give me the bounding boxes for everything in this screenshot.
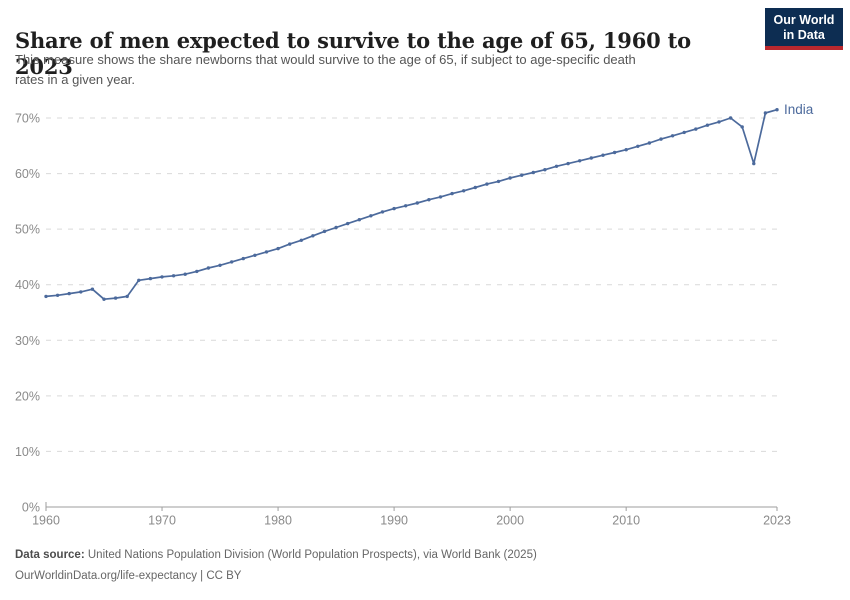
page-title: Share of men expected to survive to the … bbox=[15, 28, 691, 80]
subtitle-line-2: rates in a given year. bbox=[15, 71, 135, 87]
data-point-marker bbox=[334, 225, 338, 230]
data-point-marker bbox=[415, 201, 419, 205]
data-point-marker bbox=[462, 189, 466, 193]
data-point-marker bbox=[171, 274, 176, 278]
y-tick-label: 50% bbox=[15, 223, 40, 237]
data-point-marker bbox=[589, 156, 593, 160]
india-polyline bbox=[45, 108, 778, 301]
data-point-marker bbox=[578, 159, 582, 163]
data-point-marker bbox=[44, 294, 48, 299]
data-point-marker bbox=[508, 176, 512, 180]
data-point-marker bbox=[183, 272, 187, 276]
data-point-marker bbox=[90, 287, 95, 291]
chart-subtitle: This measure shows the share newborns th… bbox=[15, 50, 755, 89]
data-point-marker bbox=[659, 137, 663, 141]
data-point-marker bbox=[311, 234, 315, 238]
data-point-marker bbox=[763, 111, 768, 115]
license-line: OurWorldinData.org/life-expectancy | CC … bbox=[15, 569, 242, 582]
data-point-marker bbox=[392, 206, 396, 211]
x-tick-label: 2010 bbox=[612, 514, 640, 528]
data-point-marker bbox=[554, 164, 559, 168]
data-point-marker bbox=[647, 141, 652, 145]
india-line bbox=[44, 108, 779, 301]
data-point-marker bbox=[438, 195, 443, 199]
data-point-marker bbox=[137, 278, 141, 282]
y-tick-label: 40% bbox=[15, 278, 40, 292]
data-point-marker bbox=[195, 269, 199, 274]
data-point-marker bbox=[728, 116, 733, 120]
data-point-marker bbox=[253, 253, 257, 257]
subtitle-line-1: This measure shows the share newborns th… bbox=[15, 52, 636, 67]
data-point-marker bbox=[346, 221, 350, 226]
data-point-marker bbox=[369, 214, 373, 218]
y-tick-label: 10% bbox=[15, 445, 40, 459]
data-point-marker bbox=[230, 260, 234, 264]
data-point-marker bbox=[705, 123, 710, 127]
x-tick-label: 1960 bbox=[32, 514, 60, 528]
data-point-marker bbox=[624, 148, 628, 152]
y-tick-label: 30% bbox=[15, 334, 40, 348]
data-point-marker bbox=[264, 250, 269, 254]
data-point-marker bbox=[322, 229, 327, 234]
owid-logo-line2: in Data bbox=[783, 28, 825, 42]
chart-footer: Data source: United Nations Population D… bbox=[15, 545, 835, 586]
data-point-marker bbox=[636, 144, 640, 148]
y-tick-label: 0% bbox=[22, 501, 40, 515]
data-point-marker bbox=[740, 125, 744, 129]
data-point-marker bbox=[288, 242, 292, 246]
data-point-marker bbox=[160, 275, 164, 279]
data-point-marker bbox=[694, 127, 698, 131]
x-tick-label: 1970 bbox=[148, 514, 176, 528]
data-point-marker bbox=[752, 161, 756, 166]
x-tick-label: 1980 bbox=[264, 514, 292, 528]
data-point-marker bbox=[102, 297, 106, 301]
data-point-marker bbox=[55, 293, 60, 297]
data-point-marker bbox=[775, 108, 779, 112]
data-point-marker bbox=[473, 185, 477, 190]
data-point-marker bbox=[496, 179, 501, 184]
data-point-marker bbox=[427, 198, 431, 202]
data-point-marker bbox=[543, 168, 547, 172]
owid-logo-line1: Our World bbox=[773, 13, 835, 27]
y-gridlines bbox=[46, 117, 778, 452]
data-point-marker bbox=[520, 173, 524, 177]
data-point-marker bbox=[125, 294, 129, 299]
data-point-marker bbox=[612, 150, 617, 155]
x-tick-label: 2023 bbox=[763, 514, 791, 528]
y-tick-label: 20% bbox=[15, 389, 40, 403]
data-point-marker bbox=[218, 263, 222, 267]
data-point-marker bbox=[485, 182, 489, 186]
data-point-marker bbox=[67, 291, 71, 296]
data-point-marker bbox=[682, 130, 686, 135]
y-axis-labels: 0% 10% 20% 30% 40% 50% 60% 70% bbox=[15, 112, 40, 515]
data-point-marker bbox=[670, 134, 675, 138]
data-point-marker bbox=[299, 238, 303, 242]
india-series-label: India bbox=[784, 102, 814, 117]
data-point-marker bbox=[601, 153, 605, 157]
data-point-marker bbox=[148, 276, 153, 281]
data-point-marker bbox=[450, 191, 454, 196]
data-point-marker bbox=[276, 246, 280, 251]
data-point-marker bbox=[531, 170, 535, 175]
data-source-line: Data source: United Nations Population D… bbox=[15, 545, 835, 566]
x-tick-label: 2000 bbox=[496, 514, 524, 528]
data-point-marker bbox=[206, 266, 211, 270]
data-point-marker bbox=[113, 296, 118, 300]
line-chart: 0% 10% 20% 30% 40% 50% 60% 70% 1960 1970 1980 1990 2… bbox=[15, 102, 814, 528]
y-tick-label: 60% bbox=[15, 167, 40, 181]
data-source-text: United Nations Population Division (Worl… bbox=[84, 549, 537, 561]
y-tick-label: 70% bbox=[15, 112, 40, 126]
data-point-marker bbox=[717, 120, 721, 124]
data-point-marker bbox=[566, 161, 570, 166]
x-tick-label: 1990 bbox=[380, 514, 408, 528]
owid-logo: Our World in Data bbox=[765, 8, 843, 50]
data-point-marker bbox=[79, 290, 83, 294]
data-point-marker bbox=[380, 210, 385, 214]
data-point-marker bbox=[357, 218, 361, 222]
x-axis: 1960 1970 1980 1990 2000 2010 2023 bbox=[32, 502, 791, 528]
data-source-label: Data source: bbox=[15, 549, 85, 561]
data-point-marker bbox=[404, 204, 408, 208]
data-point-marker bbox=[241, 256, 245, 261]
